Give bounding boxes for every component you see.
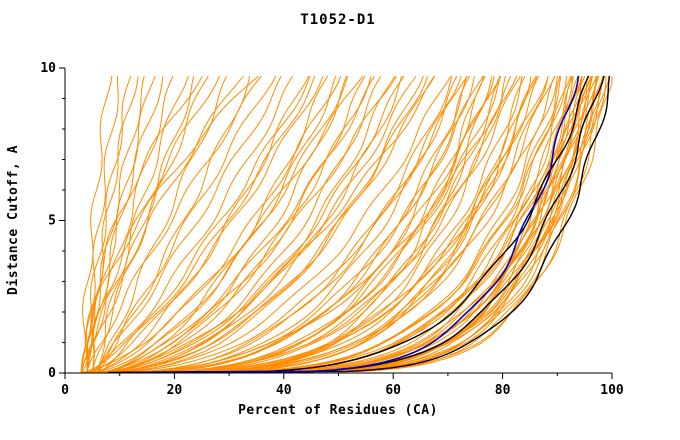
axes-layer: 0 20 40 60 80 100 0 5 10 xyxy=(40,61,624,398)
model-curve xyxy=(97,76,276,373)
model-curve xyxy=(80,76,485,373)
model-curve xyxy=(80,76,259,373)
model-curve xyxy=(91,76,468,373)
model-curve xyxy=(86,76,583,373)
model-curve xyxy=(91,76,282,373)
model-curve xyxy=(80,76,195,373)
model-curve xyxy=(91,76,164,373)
y-tick-label: 5 xyxy=(48,214,56,229)
model-curve xyxy=(80,76,556,373)
model-curve xyxy=(91,76,549,373)
model-curve xyxy=(91,76,501,373)
model-curve xyxy=(129,75,580,374)
y-tick-label: 0 xyxy=(48,366,56,381)
chart-title: T1052-D1 xyxy=(300,12,375,28)
model-curve xyxy=(118,75,590,374)
model-curve xyxy=(80,76,337,373)
x-axis-label: Percent of Residues (CA) xyxy=(238,403,438,418)
x-tick-label: 0 xyxy=(61,383,69,398)
model-curve xyxy=(97,76,453,373)
model-curve xyxy=(91,76,424,373)
model-curve xyxy=(86,76,293,373)
model-curve xyxy=(97,76,475,373)
model-curve xyxy=(80,76,506,373)
model-curve xyxy=(91,76,397,373)
model-curve xyxy=(80,76,364,373)
model-curve xyxy=(91,76,539,373)
model-curve xyxy=(97,76,592,373)
model-curve xyxy=(86,76,405,373)
model-curve xyxy=(80,76,468,373)
model-curve xyxy=(91,76,435,373)
model-curve xyxy=(97,76,521,373)
model-curve xyxy=(97,76,607,373)
model-curve xyxy=(91,76,209,373)
model-curve xyxy=(97,76,396,373)
model-curve xyxy=(86,76,324,373)
x-tick-label: 100 xyxy=(600,383,624,398)
model-curve xyxy=(91,76,599,373)
model-curve xyxy=(80,76,244,373)
model-curve xyxy=(86,76,342,373)
model-curve xyxy=(86,76,470,373)
model-curve xyxy=(86,76,526,373)
model-curve xyxy=(86,76,366,373)
model-curve xyxy=(91,76,583,373)
model-curve xyxy=(91,76,610,373)
model-curve xyxy=(91,76,594,373)
model-curve xyxy=(91,76,375,373)
model-curve xyxy=(97,76,501,373)
model-curve xyxy=(91,76,458,373)
model-curve xyxy=(97,76,349,373)
model-curve xyxy=(80,76,435,373)
x-tick-label: 80 xyxy=(495,383,511,398)
model-curve xyxy=(86,76,486,373)
model-curve xyxy=(80,76,562,373)
model-curve xyxy=(86,76,220,373)
x-tick-label: 60 xyxy=(385,383,401,398)
model-curve xyxy=(80,76,316,373)
model-curve xyxy=(97,76,328,373)
model-curve xyxy=(80,76,113,373)
model-curve xyxy=(91,76,613,373)
x-tick-label: 20 xyxy=(167,383,183,398)
model-curve xyxy=(80,76,452,373)
model-curve xyxy=(91,76,495,373)
model-curve xyxy=(108,75,610,374)
y-tick-label: 10 xyxy=(40,61,56,76)
x-tick-label: 40 xyxy=(276,383,292,398)
y-axis-label: Distance Cutoff, A xyxy=(6,145,21,295)
model-curve xyxy=(80,76,583,373)
model-curve xyxy=(85,76,203,373)
model-curve xyxy=(97,76,311,373)
model-curve xyxy=(91,76,572,373)
model-curve xyxy=(86,76,262,373)
model-curve xyxy=(86,76,598,373)
model-curve xyxy=(129,75,605,374)
model-curve xyxy=(91,76,310,373)
curves-layer xyxy=(80,75,613,374)
model-curve xyxy=(97,76,189,373)
